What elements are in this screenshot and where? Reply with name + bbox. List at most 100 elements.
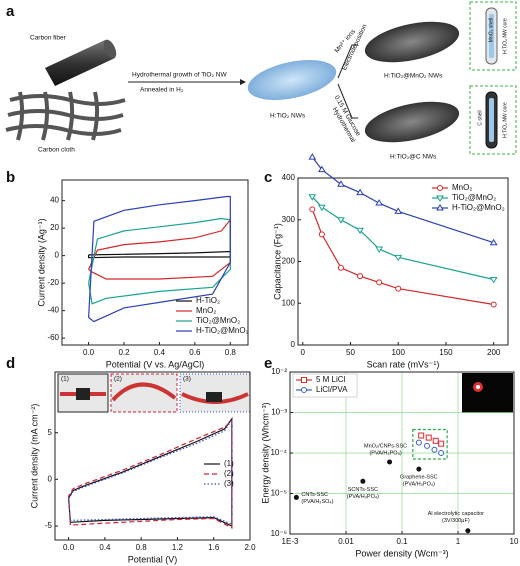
annotation: (PVA/H₂SO₄) <box>301 499 333 505</box>
e-inset-photo <box>462 373 513 413</box>
panel-label: d <box>6 355 15 372</box>
marker <box>438 450 445 456</box>
y-tick-label: -40 <box>47 306 59 315</box>
photo-label: (1) <box>61 376 69 383</box>
series-line <box>88 195 231 323</box>
x-tick-label: 1E-3 <box>282 537 299 546</box>
arrowhead <box>240 79 246 85</box>
x-tick-label: 0 <box>301 348 306 357</box>
marker <box>394 254 403 262</box>
panel-label: c <box>264 169 272 186</box>
annotation: Graphene-SSC <box>400 475 438 481</box>
marker <box>431 446 438 453</box>
arrow <box>337 83 358 119</box>
chart: 0 50 100 150 200 0 100 200 300 400 Scan rate (mVs⁻… <box>272 153 509 369</box>
marker <box>436 195 444 202</box>
photo-label: (2) <box>114 376 122 383</box>
y-tick-label: -5 <box>45 521 53 530</box>
y-axis-label: Current density (mA cm⁻²) <box>29 404 39 509</box>
y-tick-label: 0 <box>291 340 296 349</box>
marker <box>395 285 402 292</box>
legend-label: MnO₂ <box>452 183 472 192</box>
chart: 1E-3 0.01 0.1 1 10 10⁻⁶ 10⁻⁵ 10⁻⁴ 10⁻³ 10⁻² Power … <box>260 367 519 558</box>
marker <box>356 188 364 196</box>
x-axis-label: Potential (V vs. Ag/AgCl) <box>106 359 205 369</box>
x-tick-label: 1.6 <box>208 543 220 552</box>
series-line <box>88 217 231 305</box>
x-axis-label: Power density (Wcm⁻³) <box>355 548 448 558</box>
series-line <box>311 209 494 306</box>
marker <box>337 180 345 187</box>
nanowire-bundle <box>364 21 460 63</box>
y-tick-label: 40 <box>50 196 59 205</box>
x-tick-label: 0.8 <box>225 348 237 357</box>
label: H:TiO₂@C NWs <box>390 154 437 161</box>
x-tick-label: 0.0 <box>63 543 75 552</box>
device <box>206 392 222 402</box>
legend-label: H-TiO₂@MnO₂ <box>452 203 505 212</box>
marker <box>301 377 307 383</box>
y-axis-label: Current density (Ag⁻¹) <box>36 218 46 306</box>
panel-labels: a b c d e <box>6 3 272 372</box>
label: Carbon cloth <box>38 147 75 154</box>
x-tick-label: 1 <box>456 537 461 546</box>
led-core <box>476 385 480 389</box>
series-line <box>88 218 231 280</box>
x-tick-label: 1.2 <box>172 543 184 552</box>
schematic: Carbon fiber Carbon cloth Hydrothermal g… <box>5 1 517 161</box>
nanowire-bundle <box>247 60 337 100</box>
reference-point <box>465 528 471 534</box>
legend-label: H-TiO₂ <box>196 296 220 305</box>
x-tick-label: 0.4 <box>154 348 166 357</box>
y-tick-label: 10⁻² <box>271 367 287 376</box>
legend-label: 5 M LiCl <box>316 375 346 384</box>
y-tick-label: 10⁻³ <box>271 408 287 417</box>
y-tick-label: 10⁻⁵ <box>271 489 287 498</box>
photo-insets <box>57 373 251 413</box>
legend-label: (1) <box>224 459 234 468</box>
label: Annealed in H₂ <box>140 87 184 94</box>
marker <box>356 227 364 235</box>
panel-label: e <box>264 355 272 372</box>
carbon-fiber-icon <box>45 39 117 86</box>
label: H:TiO₂ NW core <box>502 18 508 54</box>
x-tick-label: 200 <box>487 348 501 357</box>
y-tick-label: 400 <box>282 173 296 182</box>
x-tick-label: 0.0 <box>83 348 95 357</box>
marker <box>437 185 443 191</box>
y-axis-label: Energy density (Whcm⁻³) <box>260 402 270 503</box>
marker <box>375 246 384 253</box>
marker <box>432 437 439 444</box>
marker <box>317 204 326 212</box>
plot-frame <box>54 371 251 541</box>
marker <box>317 165 326 173</box>
marker <box>301 387 307 393</box>
panel-label: b <box>6 169 15 186</box>
marker <box>318 231 325 238</box>
y-tick-label: 5 <box>48 428 53 437</box>
photo-label: (3) <box>183 376 191 383</box>
chart: 0.0 0.4 0.8 1.2 1.6 2.0 -5 0 5 Potential (V) Curre… <box>29 371 256 564</box>
marker <box>337 217 345 224</box>
marker <box>415 439 422 446</box>
x-axis-label: Potential (V) <box>128 554 178 564</box>
x-tick-label: 0.4 <box>99 543 111 552</box>
marker <box>490 301 497 308</box>
marker <box>309 206 316 213</box>
annotation: Al electrolytic capacitor <box>428 511 484 517</box>
annotation: (PVA/H₃PO₄) <box>369 450 401 456</box>
arrow <box>337 44 358 79</box>
core <box>489 98 494 142</box>
reference-point <box>293 494 299 500</box>
y-tick-label: -60 <box>47 333 59 342</box>
annotation: MnO₂/CNPs-SSC <box>364 443 407 449</box>
legend-label: (2) <box>224 469 234 478</box>
series-line <box>68 417 233 525</box>
x-tick-label: 0.01 <box>338 537 354 546</box>
x-tick-label: 150 <box>439 348 453 357</box>
label: C shell <box>477 110 483 125</box>
marker <box>436 204 444 211</box>
label: H:TiO₂@MnO₂ NWs <box>384 73 443 80</box>
x-tick-label: 0.6 <box>189 348 201 357</box>
